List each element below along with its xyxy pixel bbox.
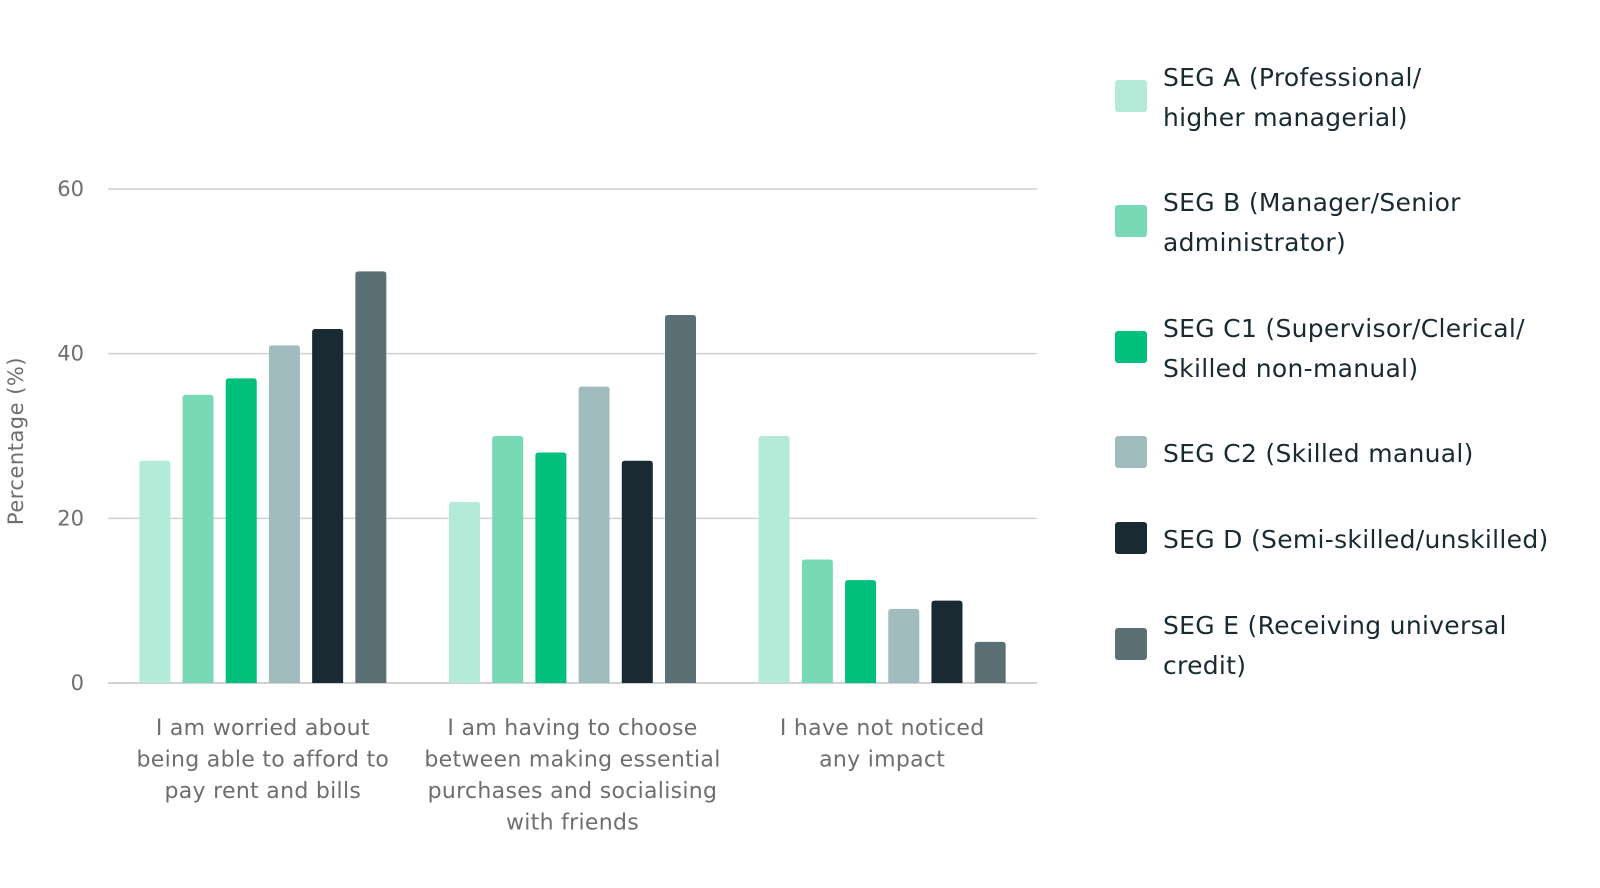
bar [225, 378, 257, 683]
legend-swatch [1115, 436, 1147, 468]
bar [888, 608, 920, 683]
y-axis-title: Percentage (%) [4, 357, 28, 525]
legend-swatch [1115, 205, 1147, 237]
legend-swatch [1115, 80, 1147, 112]
bar [355, 271, 387, 683]
legend-swatch [1115, 331, 1147, 363]
legend-swatch [1115, 522, 1147, 554]
legend-item: SEG A (Professional/ higher managerial) [1110, 58, 1580, 138]
bar [535, 452, 567, 683]
legend-label: SEG C1 (Supervisor/Clerical/ Skilled non… [1163, 314, 1525, 383]
bar [312, 328, 344, 683]
bar [801, 559, 833, 683]
bar [758, 436, 790, 683]
bar [974, 641, 1006, 683]
legend-label: SEG E (Receiving universal credit) [1163, 611, 1507, 680]
bar [845, 580, 877, 683]
bar [578, 386, 610, 683]
bar [621, 460, 653, 683]
legend-swatch [1115, 628, 1147, 660]
bar [182, 394, 214, 683]
y-tick-label: 40 [57, 342, 84, 366]
legend-item: SEG C1 (Supervisor/Clerical/ Skilled non… [1110, 309, 1580, 389]
legend-label: SEG C2 (Skilled manual) [1163, 439, 1474, 468]
y-tick-label: 60 [57, 177, 84, 201]
bar [139, 460, 171, 683]
bar [931, 600, 963, 683]
y-tick-label: 20 [57, 506, 84, 530]
bar-chart: 0 20 40 60 Percentage (%) I am worried about b… [4, 177, 1037, 836]
x-category-label: I am worried about being able to afford t… [136, 716, 389, 804]
bar [492, 436, 524, 683]
legend-label: SEG A (Professional/ higher managerial) [1163, 63, 1422, 132]
bar [268, 345, 300, 683]
legend-label: SEG D (Semi-skilled/unskilled) [1163, 525, 1549, 554]
legend-label: SEG B (Manager/Senior administrator) [1163, 188, 1461, 257]
legend-item: SEG D (Semi-skilled/unskilled) [1110, 520, 1580, 600]
bar [449, 501, 480, 683]
x-category-label: I am having to choose between making esse… [424, 716, 720, 836]
x-category-label: I have not noticed any impact [780, 716, 985, 773]
bar [665, 314, 696, 683]
legend-item: SEG E (Receiving universal credit) [1110, 606, 1580, 686]
legend-item: SEG C2 (Skilled manual) [1110, 434, 1580, 514]
legend-item: SEG B (Manager/Senior administrator) [1110, 183, 1580, 263]
y-tick-label: 0 [71, 671, 84, 695]
